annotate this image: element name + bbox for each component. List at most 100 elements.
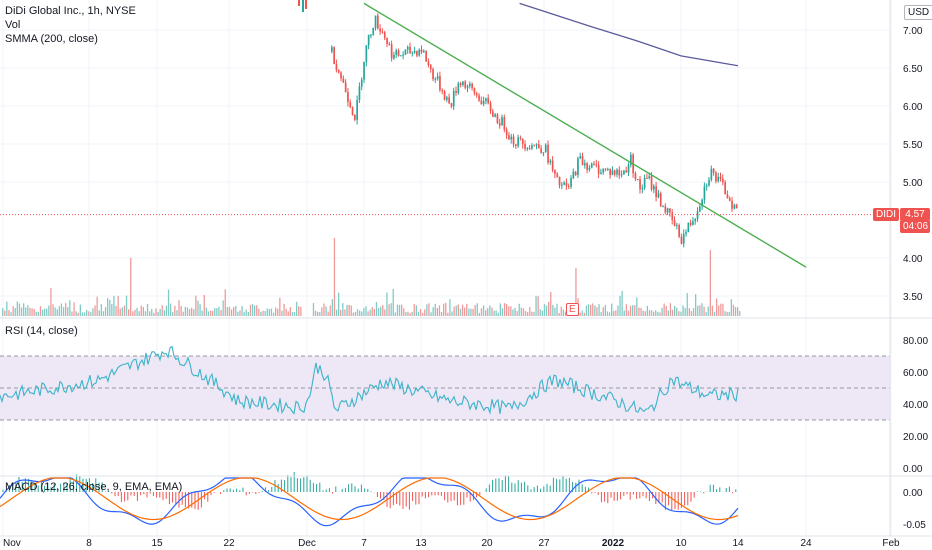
volume-bar	[392, 288, 394, 316]
candle-body	[731, 200, 733, 209]
macd-pane	[0, 472, 739, 527]
volume-bar	[233, 307, 235, 316]
candle-body	[563, 182, 565, 185]
candle-body	[436, 76, 439, 79]
macd-legend[interactable]: MACD (12, 26, close, 9, EMA, EMA)	[5, 481, 183, 493]
volume-bar	[10, 312, 12, 316]
candle-body	[701, 199, 703, 207]
ticker-badge: DIDI	[873, 208, 899, 221]
volume-bar	[453, 306, 455, 316]
volume-bar	[510, 306, 512, 316]
candle-body	[678, 224, 680, 237]
volume-bar	[409, 312, 411, 316]
volume-bar	[115, 305, 117, 316]
candle-body	[342, 78, 345, 83]
volume-bar	[520, 307, 522, 316]
volume-bar	[113, 295, 115, 316]
volume-bar	[562, 309, 564, 316]
volume-bar	[96, 296, 98, 316]
time-tick-label: 10	[675, 538, 687, 549]
volume-bar	[554, 307, 556, 316]
volume-bar	[123, 305, 126, 316]
candle-body	[687, 222, 690, 233]
candle-body	[694, 218, 697, 222]
volume-bar	[325, 306, 327, 316]
volume-bar	[394, 312, 396, 316]
volume-bar	[581, 310, 583, 316]
volume-bar	[361, 311, 363, 316]
volume-bar	[411, 311, 413, 316]
candle-body	[673, 219, 676, 226]
volume-bar	[592, 303, 594, 316]
volume-bar	[35, 311, 37, 316]
volume-bar	[136, 307, 138, 316]
volume-bar	[676, 307, 678, 316]
volume-bar	[703, 306, 705, 316]
rsi-legend[interactable]: RSI (14, close)	[5, 325, 78, 337]
candle-body	[680, 236, 683, 244]
volume-bar	[319, 312, 321, 316]
volume-bar	[632, 305, 634, 316]
candle-body	[708, 179, 710, 186]
candlesticks	[298, 0, 738, 248]
volume-bar	[146, 304, 149, 316]
candle-body	[542, 152, 545, 154]
volume-bar	[671, 309, 674, 316]
candle-body	[482, 101, 485, 105]
volume-bar	[527, 312, 529, 316]
volume-bar	[338, 292, 340, 316]
time-tick-label: 27	[538, 538, 550, 549]
candle-body	[475, 93, 478, 96]
time-tick-label: 7	[361, 538, 367, 549]
candle-body	[492, 111, 494, 117]
smma-legend[interactable]: SMMA (200, close)	[5, 33, 98, 45]
volume-bar	[180, 305, 182, 316]
candle-body	[510, 136, 513, 140]
volume-bar	[33, 308, 35, 316]
volume-bar	[480, 308, 483, 316]
volume-bar	[590, 304, 592, 316]
volume-bar	[77, 312, 79, 316]
currency-badge[interactable]: USD	[904, 5, 932, 20]
volume-bar	[155, 308, 157, 316]
earnings-marker[interactable]: E	[566, 303, 579, 316]
candle-body	[489, 103, 492, 112]
volume-bar	[186, 307, 189, 316]
time-tick-label: Dec	[298, 538, 316, 549]
candle-body	[413, 50, 416, 53]
volume-bar	[2, 308, 4, 316]
time-tick-label: Nov	[3, 538, 21, 549]
volume-bar	[464, 307, 466, 316]
candle-body	[519, 137, 522, 139]
volume-bar	[611, 303, 613, 316]
candle-body	[439, 76, 441, 90]
candle-body	[666, 208, 669, 213]
candle-body	[671, 212, 674, 220]
volume-bar	[709, 250, 711, 316]
volume-bar	[718, 305, 720, 316]
volume-bar	[48, 305, 50, 316]
candle-body	[464, 81, 467, 88]
volume-bar	[512, 309, 514, 316]
rsi-tick-label: 40.00	[903, 400, 928, 411]
volume-bar	[424, 309, 426, 316]
candle-body	[393, 54, 395, 59]
volume-legend[interactable]: Vol	[5, 19, 21, 31]
volume-bar	[346, 304, 348, 316]
candle-body	[524, 144, 526, 149]
candle-body	[302, 0, 304, 12]
candle-body	[639, 179, 641, 190]
volume-bar	[188, 309, 191, 316]
volume-bar	[37, 312, 39, 316]
volume-bar	[636, 297, 638, 316]
volume-bar	[90, 312, 92, 316]
candle-body	[659, 193, 662, 207]
candle-body	[574, 171, 577, 176]
volume-bar	[403, 308, 405, 316]
price-tick-label: 5.50	[903, 140, 923, 151]
volume-bar	[81, 312, 84, 316]
symbol-legend[interactable]: DiDi Global Inc., 1h, NYSE	[5, 5, 136, 17]
volume-bar	[650, 310, 653, 316]
candle-body	[588, 167, 591, 170]
